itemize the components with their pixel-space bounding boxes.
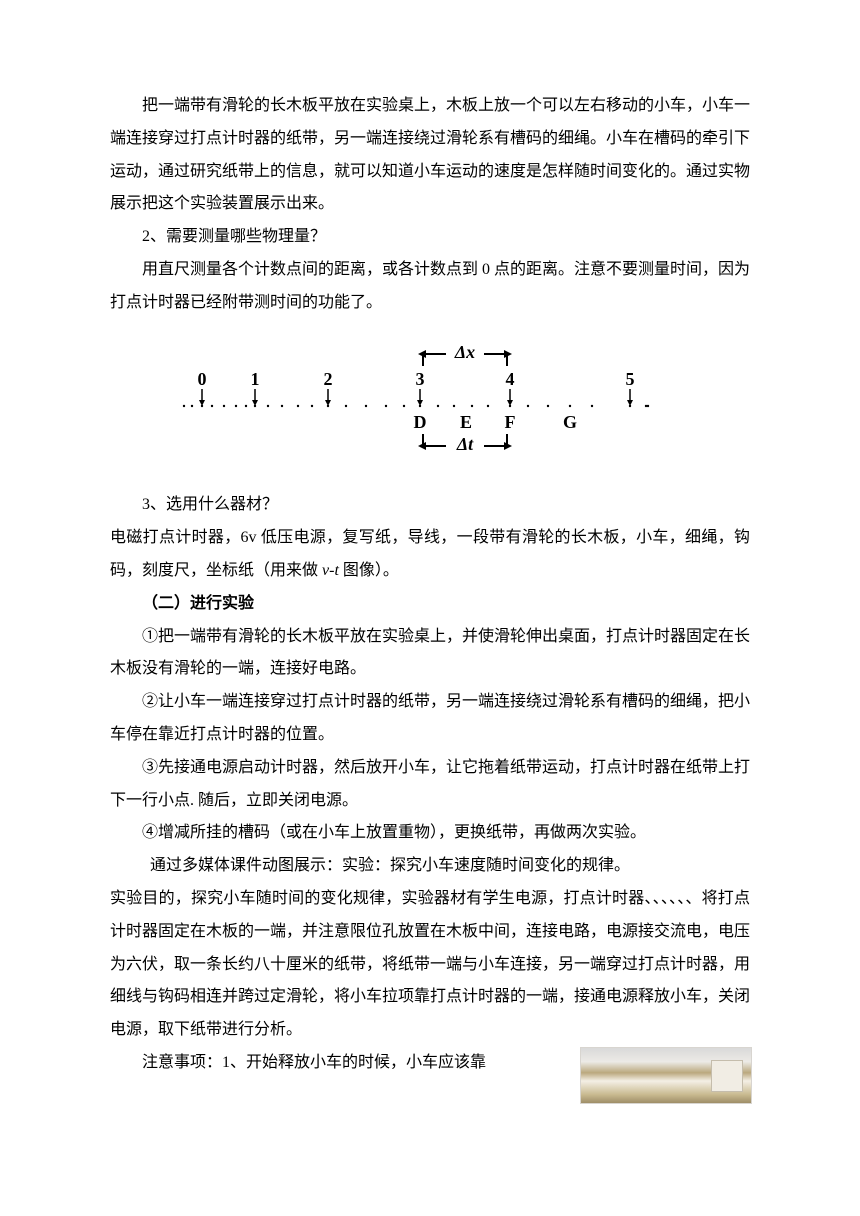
svg-text:Δt: Δt	[456, 434, 474, 454]
answer-3: 电磁打点计时器，6v 低压电源，复写纸，导线，一段带有滑轮的长木板，小车，细绳，…	[110, 522, 750, 588]
svg-text:D: D	[414, 412, 427, 432]
svg-text:G: G	[563, 412, 577, 432]
tape-diagram: Δx 0 1 2 3 4 5 D E F G Δt	[110, 330, 750, 478]
question-2: 2、需要测量哪些物理量？	[110, 221, 750, 254]
svg-text:5: 5	[626, 369, 635, 389]
section-2-heading: （二）进行实验	[110, 588, 750, 621]
answer-3-post: 图像）。	[339, 562, 399, 579]
svg-text:2: 2	[324, 369, 333, 389]
svg-text:E: E	[460, 412, 472, 432]
vt-italic: v-t	[322, 562, 339, 579]
step-4: ④增减所挂的槽码（或在小车上放置重物），更换纸带，再做两次实验。	[110, 817, 750, 850]
step-2: ②让小车一端连接穿过打点计时器的纸带，另一端连接绕过滑轮系有槽码的细绳，把小车停…	[110, 686, 750, 752]
step-1: ①把一端带有滑轮的长木板平放在实验桌上，并使滑轮伸出桌面，打点计时器固定在长木板…	[110, 621, 750, 687]
intro-paragraph: 把一端带有滑轮的长木板平放在实验桌上，木板上放一个可以左右移动的小车，小车一端连…	[110, 90, 750, 221]
svg-text:F: F	[505, 412, 516, 432]
apparatus-photo-image	[580, 1047, 752, 1104]
answer-2: 用直尺测量各个计数点间的距离，或各计数点到 0 点的距离。注意不要测量时间，因为…	[110, 254, 750, 320]
answer-3-pre: 电磁打点计时器，6v 低压电源，复写纸，导线，一段带有滑轮的长木板，小车，细绳，…	[110, 529, 750, 579]
question-3: 3、选用什么器材？	[110, 489, 750, 522]
step-3: ③先接通电源启动计时器，然后放开小车，让它拖着纸带运动，打点计时器在纸带上打下一…	[110, 752, 750, 818]
svg-text:4: 4	[506, 369, 515, 389]
svg-text:3: 3	[416, 369, 425, 389]
procedure-paragraph: 实验目的，探究小车随时间的变化规律，实验器材有学生电源，打点计时器、、、、、、将…	[110, 883, 750, 1047]
svg-text:0: 0	[198, 369, 207, 389]
apparatus-photo	[580, 1047, 750, 1104]
svg-text:1: 1	[251, 369, 260, 389]
svg-text:Δx: Δx	[454, 342, 475, 362]
media-line: 通过多媒体课件动图展示：实验：探究小车速度随时间变化的规律。	[110, 850, 750, 883]
